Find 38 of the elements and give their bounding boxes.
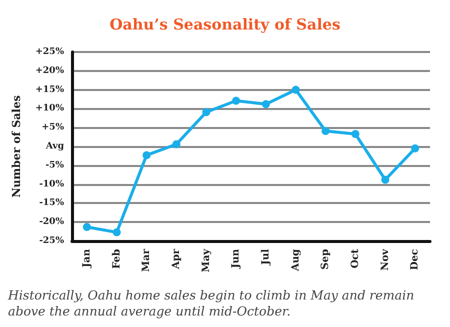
- chart-title: Oahu’s Seasonality of Sales: [110, 16, 340, 34]
- point: [322, 127, 330, 135]
- point: [172, 140, 180, 148]
- x-tick-label: Dec: [410, 249, 421, 270]
- point: [142, 151, 151, 160]
- y-tick-label: -15%: [39, 198, 64, 208]
- x-tick-label: Oct: [350, 248, 361, 268]
- point: [232, 96, 240, 105]
- x-tick-label: May: [200, 248, 212, 272]
- x-tick-label: Jan: [81, 248, 92, 268]
- y-tick-label: +10%: [35, 104, 64, 114]
- x-tick-label: Mar: [141, 248, 152, 272]
- y-tick-label: -5%: [45, 160, 64, 170]
- y-tick-label: -25%: [39, 236, 64, 246]
- x-tick-label: Jul: [260, 248, 272, 266]
- point: [411, 144, 420, 152]
- y-tick-label: +5%: [42, 122, 64, 133]
- x-tick-label: Nov: [380, 248, 391, 271]
- point: [381, 176, 390, 184]
- y-tick-label: -10%: [39, 179, 64, 190]
- x-tick-label: Feb: [111, 249, 122, 269]
- y-axis-title: Number of Sales: [10, 95, 23, 198]
- point: [202, 108, 210, 116]
- y-tick-label: +20%: [35, 66, 64, 76]
- point: [262, 100, 270, 108]
- x-tick-label: Apr: [170, 248, 182, 270]
- y-tick-label: +15%: [35, 84, 64, 95]
- point: [292, 86, 300, 94]
- text: Historically, Oahu home sales begin to climb in May and remain above the annual average until mid-October.: [7, 288, 418, 318]
- y-tick-label: +25%: [35, 47, 64, 57]
- x-tick-label: Aug: [290, 249, 302, 272]
- y-tick-label: Avg: [44, 142, 65, 152]
- x-tick-label: Jun: [230, 248, 242, 270]
- y-tick-label: -20%: [39, 217, 64, 228]
- point: [112, 228, 121, 236]
- point: [82, 223, 91, 232]
- x-tick-label: Sep: [320, 248, 332, 270]
- point: [351, 130, 360, 138]
